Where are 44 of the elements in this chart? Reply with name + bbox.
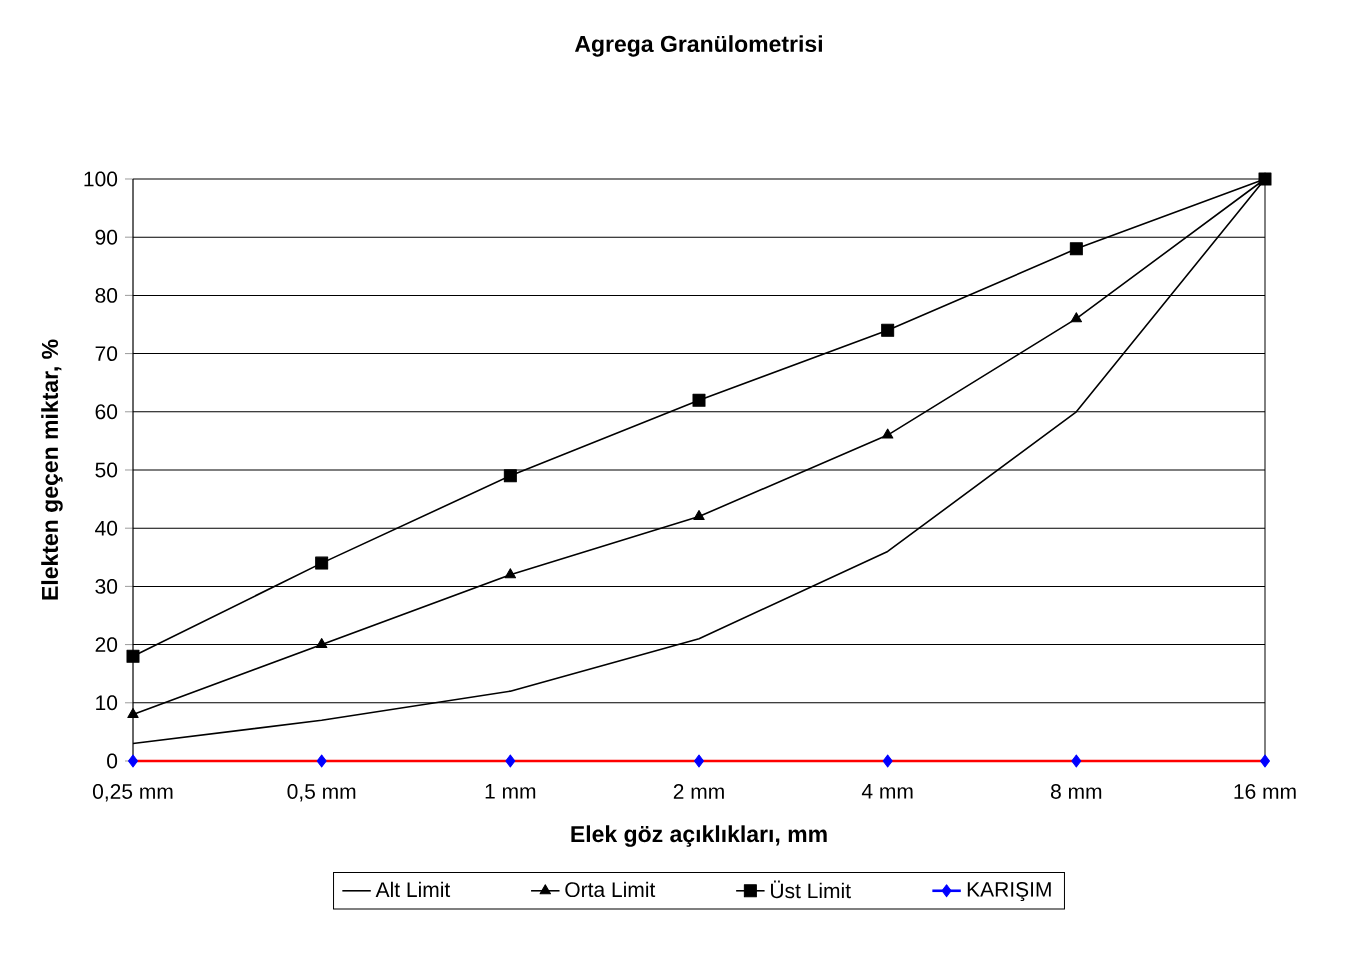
point bbox=[504, 568, 517, 579]
point bbox=[126, 649, 140, 663]
point bbox=[503, 469, 517, 483]
point bbox=[128, 754, 138, 768]
point bbox=[882, 754, 893, 768]
legend-label: Orta Limit bbox=[565, 881, 656, 898]
point bbox=[1070, 312, 1083, 323]
point bbox=[315, 556, 329, 570]
point bbox=[881, 323, 895, 337]
y-tick-label: 80 bbox=[95, 287, 118, 303]
point bbox=[316, 754, 327, 768]
point bbox=[694, 754, 704, 768]
y-tick-label: 10 bbox=[96, 695, 118, 711]
x-tick-label: 2 mm bbox=[673, 784, 724, 799]
x-axis-title: Elek göz açıklıkları, mm bbox=[571, 825, 827, 847]
point bbox=[315, 638, 328, 649]
y-tick-label: 50 bbox=[95, 462, 118, 478]
y-tick-label: 40 bbox=[95, 520, 118, 536]
x-tick-label: 1 mm bbox=[485, 784, 536, 799]
y-tick-label: 100 bbox=[84, 171, 118, 187]
legend-label: Alt Limit bbox=[375, 881, 451, 898]
y-tick-label: 70 bbox=[95, 346, 118, 362]
point bbox=[1260, 754, 1270, 768]
x-tick-label: 0,25 mm bbox=[92, 784, 173, 802]
point bbox=[881, 428, 894, 439]
legend-label: Üst Limit bbox=[771, 880, 851, 899]
y-tick-label: 30 bbox=[95, 578, 118, 594]
y-tick-label: 0 bbox=[107, 753, 118, 769]
point bbox=[127, 707, 139, 718]
point bbox=[693, 510, 705, 521]
x-tick-label: 4 mm bbox=[861, 784, 913, 799]
legend-label: KARIŞIM bbox=[967, 881, 1051, 902]
y-tick-label: 60 bbox=[95, 404, 118, 420]
y-tick-label: 90 bbox=[95, 229, 118, 245]
y-tick-label: 20 bbox=[95, 637, 118, 653]
y-axis-title: Elekten geçen miktar, % bbox=[41, 339, 63, 600]
point bbox=[1069, 242, 1083, 256]
x-tick-label: 16 mm bbox=[1234, 784, 1296, 799]
point bbox=[1071, 754, 1082, 768]
point bbox=[505, 754, 516, 768]
point bbox=[692, 393, 706, 407]
chart-title: Agrega Granülometrisi bbox=[574, 35, 822, 57]
x-tick-label: 0,5 mm bbox=[287, 784, 356, 802]
x-tick-label: 8 mm bbox=[1050, 784, 1102, 799]
